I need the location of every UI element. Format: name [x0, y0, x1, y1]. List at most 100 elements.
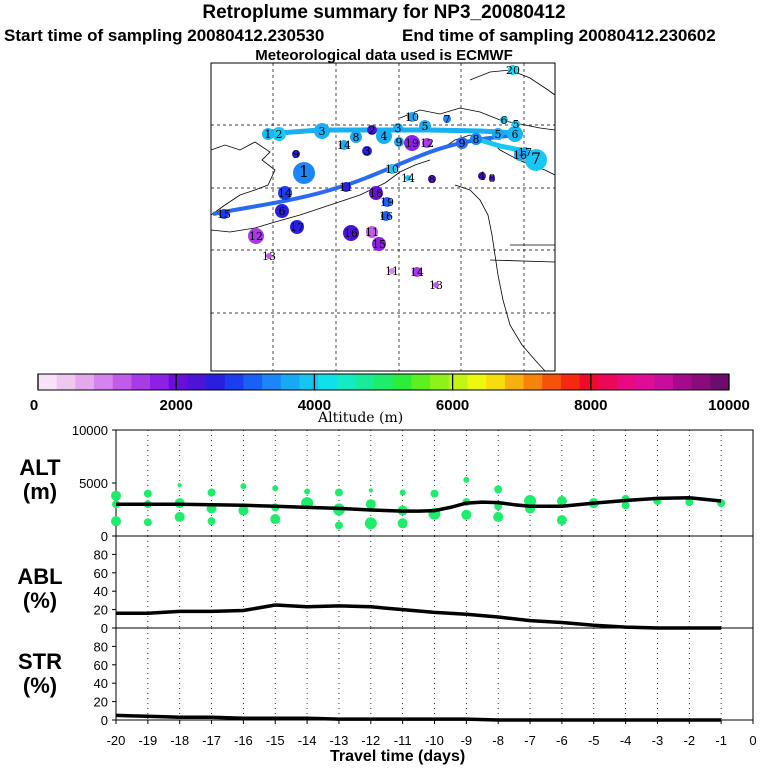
str-panel-label: STR (%) [5, 650, 75, 698]
map-cluster-point [341, 182, 351, 192]
map-cluster-point [362, 146, 372, 156]
colorbar-tick-label: 10000 [708, 397, 750, 414]
colorbar-swatch [318, 374, 338, 390]
colorbar-swatch [56, 374, 76, 390]
map-cluster-point [367, 125, 377, 135]
map-cluster-point [514, 149, 526, 161]
map-cluster-label: 10 [405, 111, 419, 124]
x-tick-label: -5 [588, 733, 600, 748]
map-cluster-point [500, 116, 508, 124]
map-coastline [210, 141, 276, 216]
map-cluster-point [292, 150, 300, 158]
colorbar-swatch [710, 374, 730, 390]
colorbar-swatch [206, 374, 226, 390]
map-cluster-label: 11 [339, 181, 353, 194]
map-cluster-label: 8 [429, 173, 436, 186]
map-cluster-point [404, 135, 420, 151]
map-cluster-label: 6 [279, 205, 286, 218]
alt-cluster-point [207, 517, 216, 526]
map-cluster-label: 5 [495, 128, 502, 141]
alt-ytick-label: 0 [101, 529, 108, 544]
colorbar-tick-label: 8000 [574, 397, 607, 414]
colorbar-swatch [467, 374, 487, 390]
colorbar-tick-label: 6000 [436, 397, 469, 414]
alt-cluster-point [399, 489, 406, 496]
map-cluster-label: 7 [444, 113, 451, 126]
abl-series-line [116, 603, 722, 630]
colorbar-swatch [168, 374, 188, 390]
x-tick-label: -13 [330, 733, 349, 748]
colorbar-swatch [560, 374, 581, 390]
alt-cluster-point [143, 489, 152, 498]
alt-cluster-point [556, 515, 567, 526]
alt-cluster-point [524, 495, 537, 508]
str-ytick-label: 20 [94, 695, 108, 710]
map-cluster-label: 3 [319, 125, 326, 138]
colorbar-swatch [187, 374, 207, 390]
colorbar-tick-label: 2000 [160, 397, 193, 414]
map-cluster-point [478, 172, 486, 180]
map-cluster-point [419, 120, 431, 132]
colorbar-swatch [616, 374, 637, 390]
map-cluster-label: 10 [385, 163, 399, 176]
map-cluster-point [422, 138, 432, 148]
abl-label-bottom: (%) [22, 588, 58, 613]
map-cluster-point [272, 127, 286, 141]
colorbar-swatch [598, 374, 618, 390]
map-panel [210, 62, 556, 372]
map-cluster-point [293, 162, 315, 184]
map-cluster-label: 15 [217, 208, 231, 221]
map-cluster-label: 1 [265, 128, 272, 141]
alt-cluster-point [685, 498, 694, 507]
map-cluster-point [382, 197, 392, 207]
map-cluster-point [407, 112, 417, 122]
alt-cluster-point [177, 483, 182, 488]
map-cluster-point [433, 282, 439, 288]
alt-cluster-point [493, 511, 504, 522]
trajectory-upper [264, 127, 516, 137]
alt-cluster-point [304, 488, 311, 495]
x-tick-label: -19 [138, 733, 157, 748]
map-cluster-point [507, 126, 523, 142]
colorbar-swatch [411, 374, 431, 390]
x-tick-label: -11 [394, 733, 412, 748]
map-cluster-point [508, 65, 518, 75]
colorbar-swatch [262, 374, 282, 390]
map-cluster-label: 5 [422, 120, 429, 133]
map-cluster-label: 4 [381, 130, 388, 143]
x-tick-label: -3 [652, 733, 664, 748]
alt-cluster-point [494, 485, 503, 494]
colorbar-swatch [75, 374, 95, 390]
colorbar-tick-label: 0 [30, 397, 38, 414]
map-cluster-label: 15 [372, 238, 386, 251]
map-cluster-point [314, 123, 330, 139]
x-tick-label: -12 [361, 733, 380, 748]
colorbar-swatch [635, 374, 655, 390]
map-coastline [210, 159, 431, 233]
chart-title: Retroplume summary for NP3_20080412 [202, 2, 566, 23]
map-cluster-label: 7 [531, 149, 541, 168]
alt-cluster-point [111, 490, 121, 501]
map-cluster-point [248, 228, 264, 244]
alt-cluster-point [238, 505, 249, 516]
map-cluster-label: 8 [473, 133, 480, 146]
map-cluster-point [512, 120, 520, 128]
map-cluster-label: 8 [489, 172, 496, 185]
x-tick-label: -7 [524, 733, 536, 748]
x-tick-label: -15 [266, 733, 285, 748]
alt-cluster-point [556, 496, 567, 507]
colorbar-swatch [672, 374, 693, 390]
map-cluster-label: 14 [401, 172, 415, 185]
map-cluster-point [381, 211, 391, 221]
abl-ytick-label: 20 [94, 603, 108, 618]
map-cluster-point [492, 128, 504, 140]
abl-panel-label: ABL (%) [5, 565, 75, 613]
colorbar-swatch [448, 374, 469, 390]
end-time: End time of sampling 20080412.230602 [402, 26, 716, 45]
map-cluster-label: 3 [395, 122, 402, 135]
map-cluster-label: 6 [512, 128, 519, 141]
x-axis-label: Travel time (days) [330, 748, 466, 765]
colorbar-swatch [430, 374, 450, 390]
x-tick-label: -20 [107, 733, 126, 748]
